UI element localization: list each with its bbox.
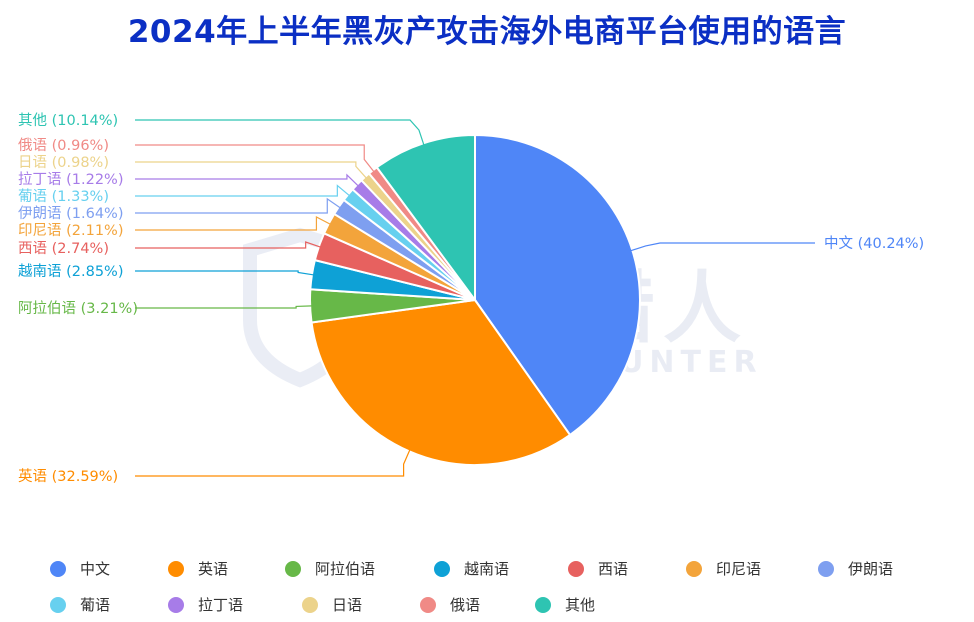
legend-item: 俄语 bbox=[420, 594, 480, 615]
slice-label: 葡语 (1.33%) bbox=[18, 188, 109, 205]
legend-label: 拉丁语 bbox=[198, 596, 244, 614]
legend-item: 阿拉伯语 bbox=[285, 558, 375, 579]
legend-item: 英语 bbox=[168, 558, 228, 579]
legend-dot-icon bbox=[686, 560, 702, 577]
legend-label: 其他 bbox=[565, 596, 596, 614]
legend-label: 越南语 bbox=[464, 560, 510, 578]
legend-label: 伊朗语 bbox=[848, 560, 894, 578]
legend-item: 日语 bbox=[302, 594, 362, 615]
legend-dot-icon bbox=[818, 560, 834, 577]
legend-item: 葡语 bbox=[50, 594, 110, 615]
legend-item: 印尼语 bbox=[686, 558, 761, 579]
label-leader-line bbox=[135, 119, 425, 146]
label-leader-line bbox=[135, 241, 321, 249]
label-leader-line bbox=[135, 305, 313, 309]
legend-item: 西语 bbox=[568, 558, 628, 579]
legend-dot-icon bbox=[285, 560, 301, 577]
legend-dot-icon bbox=[568, 560, 584, 577]
legend-dot-icon bbox=[434, 560, 450, 577]
slice-label: 印尼语 (2.11%) bbox=[18, 222, 124, 239]
label-leader-line bbox=[135, 197, 341, 214]
slice-label: 英语 (32.59%) bbox=[18, 467, 118, 485]
legend-label: 西语 bbox=[598, 560, 629, 578]
legend-label: 日语 bbox=[332, 596, 363, 614]
slice-label: 中文 (40.24%) bbox=[824, 235, 924, 252]
label-leader-line bbox=[135, 161, 367, 179]
slice-label: 阿拉伯语 (3.21%) bbox=[18, 300, 138, 317]
legend-dot-icon bbox=[302, 596, 318, 613]
slice-label: 越南语 (2.85%) bbox=[18, 263, 124, 280]
legend-dot-icon bbox=[420, 596, 436, 613]
slice-label: 俄语 (0.96%) bbox=[18, 137, 109, 154]
page-title: 2024年上半年黑灰产攻击海外电商平台使用的语言 bbox=[127, 14, 847, 50]
label-leader-line bbox=[135, 215, 331, 231]
legend-item: 其他 bbox=[535, 594, 595, 615]
label-leader-line bbox=[135, 270, 315, 276]
legend-label: 中文 bbox=[80, 560, 111, 578]
slice-label: 日语 (0.98%) bbox=[18, 154, 109, 171]
slice-label: 其他 (10.14%) bbox=[18, 112, 118, 129]
label-leader-line bbox=[135, 184, 351, 197]
legend-label: 俄语 bbox=[450, 596, 481, 614]
slice-label: 伊朗语 (1.64%) bbox=[18, 205, 124, 222]
label-leader-line bbox=[135, 173, 359, 187]
legend-dot-icon bbox=[50, 596, 66, 613]
legend-item: 伊朗语 bbox=[818, 558, 893, 579]
legend-dot-icon bbox=[50, 560, 66, 577]
label-leader-line bbox=[135, 449, 411, 477]
label-leader-line bbox=[135, 144, 375, 173]
legend-label: 葡语 bbox=[80, 596, 111, 614]
legend-label: 印尼语 bbox=[716, 560, 762, 578]
legend-item: 中文 bbox=[50, 558, 110, 579]
legend-item: 越南语 bbox=[434, 558, 509, 579]
legend-label: 阿拉伯语 bbox=[315, 560, 376, 578]
legend-dot-icon bbox=[168, 560, 184, 577]
legend-dot-icon bbox=[535, 596, 551, 613]
label-leader-line bbox=[630, 242, 815, 252]
legend-item: 拉丁语 bbox=[168, 594, 243, 615]
legend-label: 英语 bbox=[198, 560, 229, 578]
legend-dot-icon bbox=[168, 596, 184, 613]
slice-label: 西语 (2.74%) bbox=[18, 240, 109, 257]
slice-label: 拉丁语 (1.22%) bbox=[18, 171, 124, 188]
